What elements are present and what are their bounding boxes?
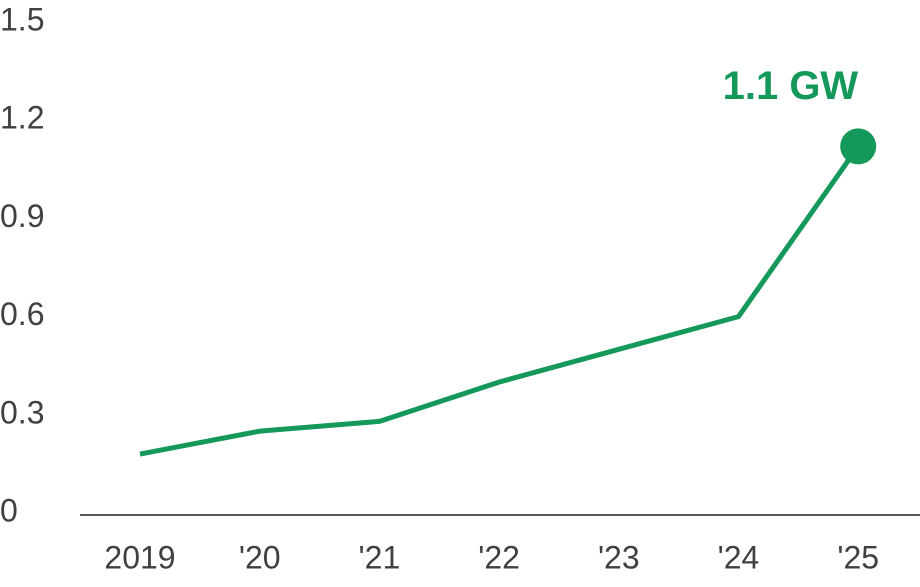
data-line: [139, 144, 861, 457]
y-tick-label: 1.5: [0, 1, 44, 37]
end-point: [840, 128, 877, 165]
x-tick-label: '25: [837, 539, 879, 575]
y-tick-label: 0.3: [0, 394, 44, 430]
x-tick-label: '24: [718, 539, 760, 575]
x-tick-label: '23: [598, 539, 640, 575]
y-tick-label: 1.2: [0, 100, 44, 136]
value-label: 1.1 GW: [723, 64, 859, 108]
x-tick-label: '20: [239, 539, 281, 575]
y-tick-label: 0: [0, 492, 18, 528]
y-tick-label: 0.9: [0, 198, 44, 234]
y-tick-label: 0.6: [0, 296, 44, 332]
x-tick-label: '22: [478, 539, 520, 575]
x-tick-label: 2019: [104, 539, 175, 575]
x-tick-label: '21: [359, 539, 401, 575]
